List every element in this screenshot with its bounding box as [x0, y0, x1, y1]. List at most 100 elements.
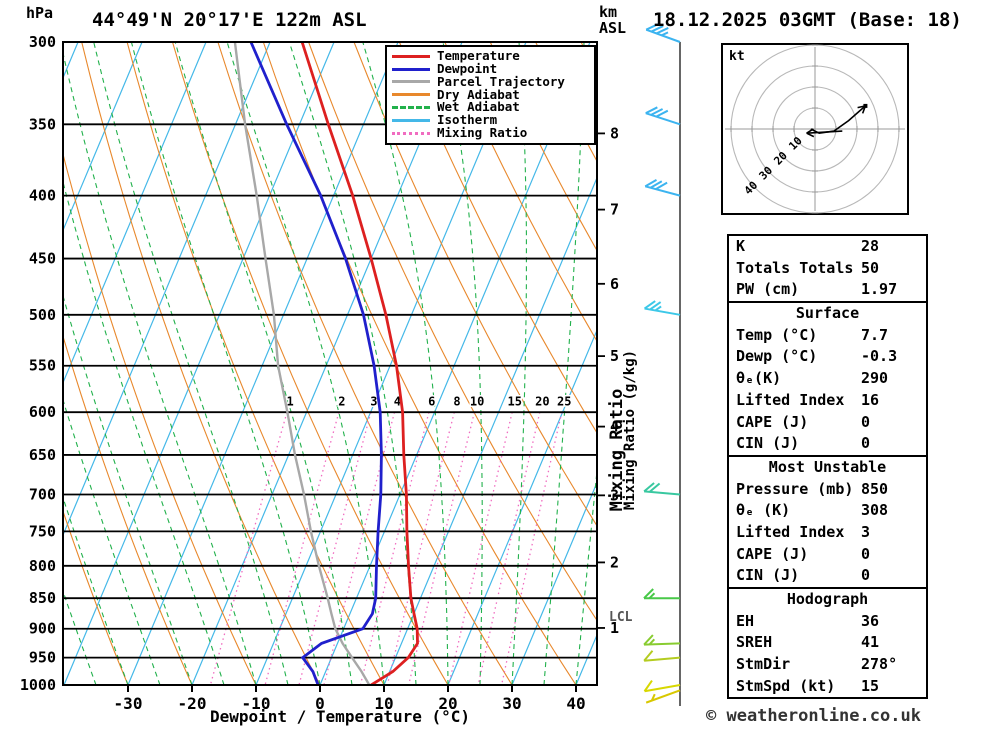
panel-row: K 28 [729, 236, 926, 258]
temp-tick-label: -30 [114, 694, 143, 713]
pressure-tick-label: 950 [29, 649, 56, 667]
pressure-tick-label: 300 [29, 33, 56, 51]
pressure-tick-label: 650 [29, 446, 56, 464]
stat-label: EH [736, 611, 755, 630]
km-tick-label: 6 [610, 275, 619, 293]
legend-line-sample [392, 54, 430, 58]
stat-value: 28 [861, 237, 880, 255]
panel-row: Dewp (°C) -0.3 [729, 346, 926, 368]
wind-barb [643, 588, 680, 600]
stat-value: 0 [861, 412, 871, 431]
mixing-ratio-label: 15 [508, 394, 522, 408]
stat-label: θₑ(K) [736, 369, 782, 388]
panel-row: Pressure (mb) 850 [729, 479, 926, 501]
legend-line-sample [392, 106, 430, 110]
mixing-ratio-label: 20 [535, 394, 549, 408]
stat-value: 0 [861, 544, 871, 563]
temp-tick-label: 20 [438, 694, 457, 713]
wind-barb [643, 482, 681, 496]
wind-barb [645, 106, 681, 126]
stat-label: Dewp (°C) [736, 347, 818, 366]
panel-section-hodograph: Hodograph EH 36 SREH 41 StmDir 278° StmSpd (kt)… [727, 587, 928, 700]
panel-row: StmDir 278° [729, 654, 926, 676]
panel-row: PW (cm) 1.97 [729, 279, 926, 301]
legend-item-dry-adiabat: Dry Adiabat [392, 88, 589, 101]
km-tick-label: 7 [610, 201, 619, 219]
mixing-ratio-lines [209, 412, 563, 685]
km-tick-label: 4 [610, 418, 619, 436]
panel-row: Totals Totals 50 [729, 258, 926, 280]
temp-tick-label: -20 [178, 694, 207, 713]
panel-section-most-unstable: Most Unstable Pressure (mb) 850 θₑ (K) 308 Li… [727, 454, 928, 589]
legend-item-isotherm: Isotherm [392, 114, 589, 127]
panel-section-header: Hodograph [786, 590, 869, 608]
temperature-axis: -30 -20 -10 0 10 20 30 40 [114, 685, 586, 713]
km-tick-label: 3 [610, 486, 619, 504]
stat-label: CIN (J) [736, 434, 800, 453]
wind-barb [644, 178, 681, 197]
temp-tick-label: 0 [315, 694, 325, 713]
stat-value: 278° [861, 655, 898, 674]
legend-label: Mixing Ratio [437, 124, 528, 140]
stat-value: 50 [861, 258, 880, 277]
wind-barb [645, 23, 681, 43]
panel-row: Temp (°C) 7.7 [729, 325, 926, 347]
wind-barb [645, 689, 681, 704]
panel-row: Lifted Index 3 [729, 522, 926, 544]
legend-label: Temperature [437, 48, 520, 64]
legend-line-sample [392, 131, 430, 135]
legend-label: Wet Adiabat [437, 99, 520, 115]
legend-line-sample [392, 67, 430, 71]
mixing-ratio-label: 8 [453, 394, 460, 408]
indices-panel: K 28 Totals Totals 50 PW (cm) 1.97 Surface Temp… [727, 234, 928, 700]
stat-label: PW (cm) [736, 280, 800, 299]
pressure-gridlines: 300 350 400 450 500 550 600 650 700 750 800 850 900 9… [20, 33, 597, 694]
pressure-tick-label: 350 [29, 115, 56, 133]
temp-tick-label: 30 [502, 694, 521, 713]
legend-item-mixing-ratio: Mixing Ratio [392, 124, 589, 140]
temperature-line [300, 42, 419, 685]
stat-label: K [736, 237, 746, 255]
legend-item-wet-adiabat: Wet Adiabat [392, 101, 589, 114]
pressure-tick-label: 1000 [20, 676, 56, 694]
legend-label: Parcel Trajectory [437, 73, 565, 89]
stat-value: 36 [861, 611, 880, 630]
temp-tick-label: -10 [242, 694, 271, 713]
stat-label: Pressure (mb) [736, 479, 854, 498]
km-tick-label: 5 [610, 347, 619, 365]
stat-value: 7.7 [861, 325, 889, 344]
stat-label: Lifted Index [736, 522, 845, 541]
panel-row: EH 36 [729, 611, 926, 633]
copyright: © weatheronline.co.uk [706, 706, 921, 726]
panel-row: CIN (J) 0 [729, 565, 926, 587]
mixing-ratio-labels: 1 2 3 4 6 8 10 15 20 25 [285, 393, 573, 410]
pressure-axis-unit: hPa [26, 4, 54, 22]
panel-row: θₑ (K) 308 [729, 500, 926, 522]
mixing-ratio-label: 4 [394, 394, 401, 408]
mixing-ratio-label: 10 [470, 394, 484, 408]
km-tick-label: 1 [610, 619, 619, 637]
pressure-tick-label: 600 [29, 403, 56, 421]
panel-row: CAPE (J) 0 [729, 544, 926, 566]
mixing-ratio-label: 6 [428, 394, 435, 408]
panel-row: θₑ(K) 290 [729, 368, 926, 390]
station-title: 44°49'N 20°17'E 122m ASL [92, 9, 367, 31]
isotherms [63, 42, 597, 685]
km-axis: 1 2 3 4 5 6 7 8 [597, 124, 619, 637]
legend-item-temperature: Temperature [392, 50, 589, 63]
mixing-ratio-watermark: Mixing Ratio [607, 389, 627, 512]
stat-value: 850 [861, 479, 889, 498]
stat-value: 16 [861, 390, 880, 409]
dewpoint-line [249, 42, 383, 685]
stat-label: StmDir [736, 655, 791, 674]
wind-barbs [643, 23, 681, 706]
wind-barb [643, 634, 681, 646]
legend-line-sample [392, 93, 430, 97]
legend-item-dewpoint: Dewpoint [392, 62, 589, 76]
stat-value: 15 [861, 676, 880, 695]
stat-label: Totals Totals [736, 258, 854, 277]
stat-value: 290 [861, 369, 889, 388]
datetime-title: 18.12.2025 03GMT (Base: 18) [653, 9, 962, 31]
stat-value: -0.3 [861, 347, 898, 366]
